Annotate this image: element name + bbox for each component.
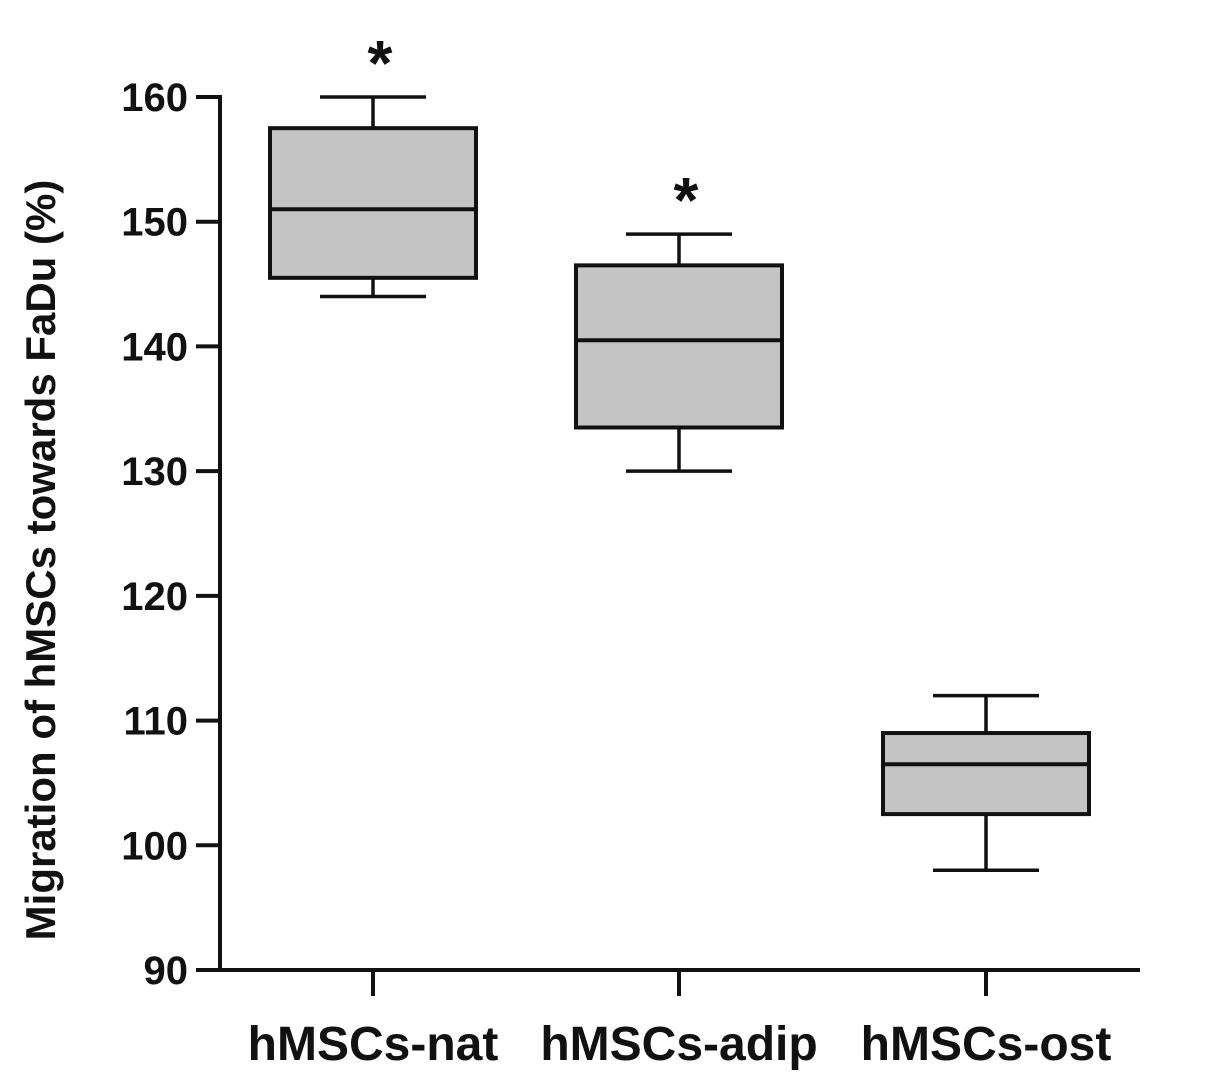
- boxes-layer: [268, 95, 1091, 872]
- x-tick-label: hMSCs-ost: [861, 1018, 1112, 1071]
- y-tick-label: 100: [121, 824, 188, 868]
- axes: [196, 95, 1140, 996]
- box-iqr: [881, 731, 1091, 817]
- box-2: [574, 232, 784, 473]
- y-tick-label: 130: [121, 450, 188, 494]
- box-iqr: [574, 263, 784, 430]
- y-tick-label: 90: [144, 949, 189, 993]
- significance-star: *: [368, 27, 393, 99]
- y-tick-label: 160: [121, 76, 188, 120]
- significance-star: *: [674, 164, 699, 236]
- labels-layer: 90 100 110 120 130 140 150 160 hMSCs-nat hMSCs-ad…: [121, 27, 1111, 1071]
- y-tick-label: 110: [123, 700, 188, 744]
- box-3: [881, 693, 1091, 872]
- y-tick-label: 150: [121, 201, 188, 245]
- x-tick-label: hMSCs-adip: [540, 1018, 817, 1071]
- y-tick-label: 140: [121, 325, 188, 369]
- box-1: [268, 95, 478, 299]
- box-iqr: [268, 126, 478, 280]
- y-axis-title: Migration of hMSCs towards FaDu (%): [17, 180, 64, 941]
- x-tick-label: hMSCs-nat: [248, 1018, 499, 1071]
- y-tick-label: 120: [121, 575, 188, 619]
